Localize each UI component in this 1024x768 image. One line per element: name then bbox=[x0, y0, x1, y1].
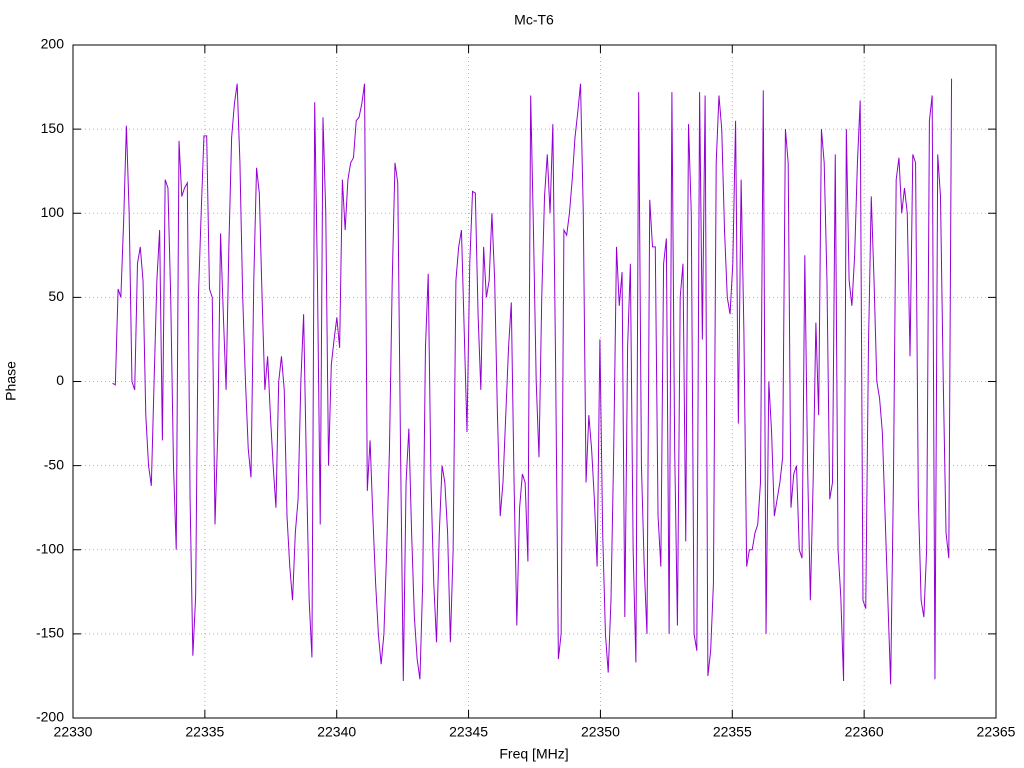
y-tick-label: -200 bbox=[36, 709, 64, 725]
y-tick-label: 50 bbox=[48, 288, 64, 304]
x-tick-label: 22360 bbox=[845, 724, 884, 740]
x-tick-label: 22350 bbox=[581, 724, 620, 740]
grid-layer: -200 -150 -100 -50 0 50 100 150 200 22330 22335 223… bbox=[36, 36, 1016, 740]
x-tick-label: 22335 bbox=[185, 724, 224, 740]
data-line bbox=[112, 78, 953, 685]
y-axis-label: Phase bbox=[3, 361, 19, 401]
x-tick-label: 22365 bbox=[977, 724, 1016, 740]
x-tick-label: 22355 bbox=[713, 724, 752, 740]
x-tick-label: 22330 bbox=[54, 724, 93, 740]
y-tick-label: -50 bbox=[44, 456, 64, 472]
chart-title: Mc-T6 bbox=[514, 12, 554, 28]
y-tick-label: -150 bbox=[36, 625, 64, 641]
y-tick-label: -100 bbox=[36, 540, 64, 556]
y-tick-label: 200 bbox=[41, 36, 65, 52]
y-tick-label: 0 bbox=[56, 372, 64, 388]
y-tick-label: 150 bbox=[41, 120, 65, 136]
y-tick-label: 100 bbox=[41, 204, 65, 220]
x-axis-label: Freq [MHz] bbox=[499, 746, 568, 762]
data-layer bbox=[112, 78, 953, 685]
plot-frame bbox=[72, 44, 997, 719]
x-tick-label: 22345 bbox=[449, 724, 488, 740]
x-tick-label: 22340 bbox=[317, 724, 356, 740]
